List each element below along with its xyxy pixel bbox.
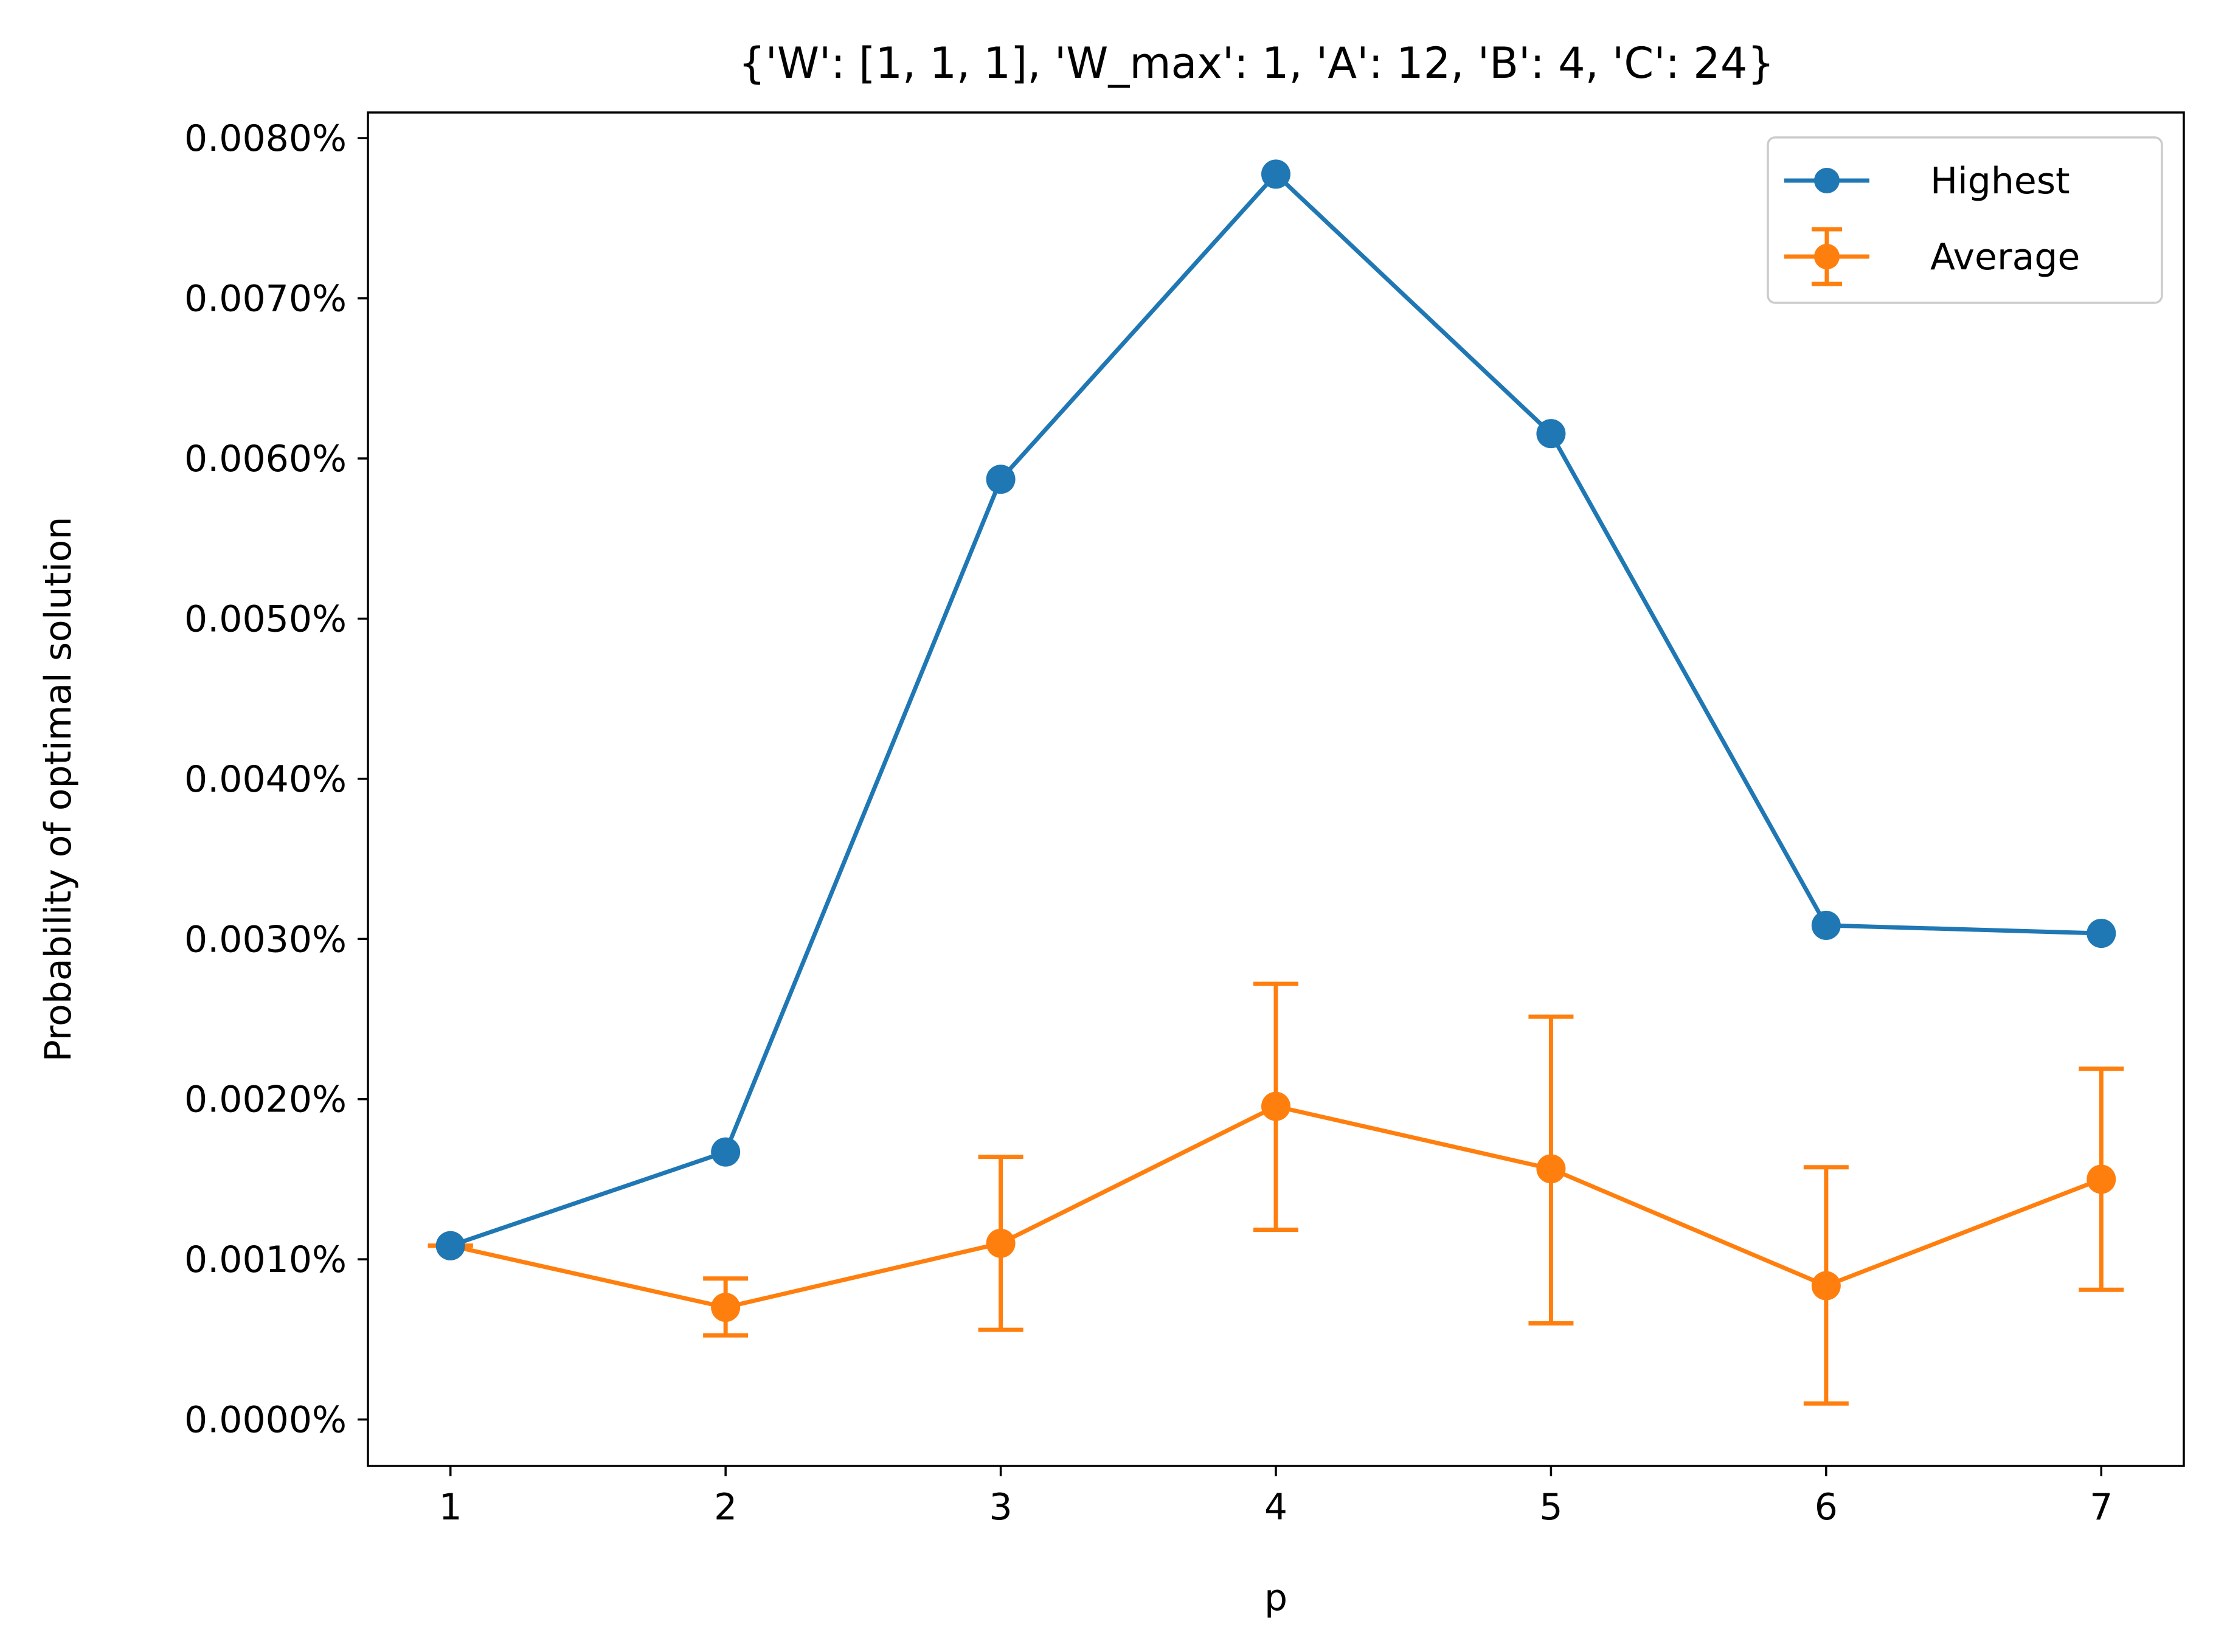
legend: Highest Average bbox=[1767, 136, 2163, 304]
x-tick-label: 3 bbox=[989, 1486, 1012, 1529]
data-point-average bbox=[2087, 1164, 2116, 1194]
data-point-highest bbox=[1261, 159, 1290, 189]
data-point-average bbox=[1536, 1154, 1566, 1184]
data-point-highest bbox=[711, 1137, 741, 1167]
x-tick-label: 4 bbox=[1264, 1486, 1287, 1529]
legend-marker-average bbox=[1814, 244, 1840, 269]
data-point-average bbox=[711, 1293, 741, 1322]
x-tick-label: 5 bbox=[1539, 1486, 1562, 1529]
legend-label-average: Average bbox=[1930, 236, 2080, 278]
legend-marker-highest bbox=[1814, 168, 1840, 193]
y-tick-label: 0.0040% bbox=[184, 758, 347, 801]
data-point-highest bbox=[2087, 919, 2116, 949]
legend-label-highest: Highest bbox=[1930, 160, 2070, 202]
y-axis-label: Probability of optimal solution bbox=[37, 517, 80, 1062]
y-tick-label: 0.0010% bbox=[184, 1239, 347, 1281]
y-tick-label: 0.0030% bbox=[184, 918, 347, 961]
data-point-average bbox=[1261, 1091, 1290, 1121]
x-tick-label: 1 bbox=[439, 1486, 462, 1529]
x-tick-label: 2 bbox=[714, 1486, 737, 1529]
y-tick-label: 0.0060% bbox=[184, 438, 347, 480]
x-axis: 1 2 3 4 5 6 7 bbox=[439, 1466, 2113, 1529]
y-tick-label: 0.0080% bbox=[184, 117, 347, 160]
data-point-highest bbox=[1536, 419, 1566, 449]
x-tick-label: 7 bbox=[2090, 1486, 2113, 1529]
data-point-average bbox=[1811, 1271, 1841, 1301]
data-point-highest bbox=[435, 1231, 465, 1260]
plot-area bbox=[428, 159, 2124, 1406]
y-tick-label: 0.0070% bbox=[184, 278, 347, 320]
x-axis-label: p bbox=[1264, 1577, 1287, 1619]
y-tick-label: 0.0020% bbox=[184, 1079, 347, 1121]
series-highest bbox=[435, 159, 2116, 1260]
y-tick-label: 0.0000% bbox=[184, 1399, 347, 1442]
y-tick-label: 0.0050% bbox=[184, 598, 347, 640]
data-point-average bbox=[986, 1228, 1016, 1258]
data-point-highest bbox=[1811, 910, 1841, 940]
chart-title: {'W': [1, 1, 1], 'W_max': 1, 'A': 12, 'B… bbox=[738, 38, 1775, 88]
legend-entry-highest: Highest bbox=[1784, 160, 2070, 202]
y-axis: 0.0000% 0.0010% 0.0020% 0.0030% 0.0040% 0.005… bbox=[184, 117, 368, 1442]
legend-entry-average: Average bbox=[1784, 227, 2080, 286]
x-tick-label: 6 bbox=[1815, 1486, 1838, 1529]
data-point-highest bbox=[986, 465, 1016, 494]
